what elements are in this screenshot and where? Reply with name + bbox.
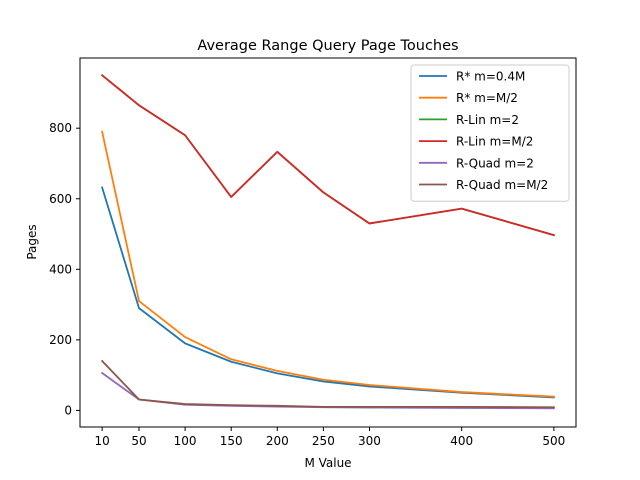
- series-line-0: [101, 186, 555, 399]
- x-tick-label: 300: [358, 434, 381, 448]
- legend-label: R* m=0.4M: [456, 70, 525, 84]
- x-tick-label: 500: [542, 434, 565, 448]
- y-axis-label: Pages: [25, 224, 39, 259]
- x-tick-label: 200: [266, 434, 289, 448]
- axes-frame: [79, 57, 577, 428]
- legend-label: R* m=M/2: [456, 91, 518, 105]
- y-tick-label: 0: [64, 403, 72, 417]
- legend-label: R-Quad m=M/2: [456, 178, 548, 192]
- x-tick-label: 100: [174, 434, 197, 448]
- legend-label: R-Lin m=M/2: [456, 135, 533, 149]
- legend: R* m=0.4M R* m=M/2 R-Lin m=2 R-Lin m=M/2 R-Q…: [410, 64, 570, 202]
- series-line-3: [100, 74, 555, 237]
- y-tick-label: 600: [49, 192, 72, 206]
- legend-box: [410, 64, 570, 202]
- x-tick-label: 400: [450, 434, 473, 448]
- x-tick-label: 250: [312, 434, 335, 448]
- series-line-5: [100, 359, 555, 409]
- chart-title: Average Range Query Page Touches: [197, 38, 458, 54]
- series-lines: [100, 74, 555, 410]
- series-line-1: [101, 130, 555, 398]
- axes: 10 50 100 150 200 250 300 400 500 0 200 400 600 800: [49, 57, 577, 448]
- x-axis-label: M Value: [304, 456, 351, 470]
- x-tick-label: 150: [220, 434, 243, 448]
- y-tick-label: 400: [49, 262, 72, 276]
- y-tick-label: 200: [49, 333, 72, 347]
- y-tick-label: 800: [49, 121, 72, 135]
- x-tick-label: 10: [94, 434, 109, 448]
- legend-label: R-Lin m=2: [456, 113, 519, 127]
- x-tick-label: 50: [131, 434, 146, 448]
- legend-label: R-Quad m=2: [456, 156, 534, 170]
